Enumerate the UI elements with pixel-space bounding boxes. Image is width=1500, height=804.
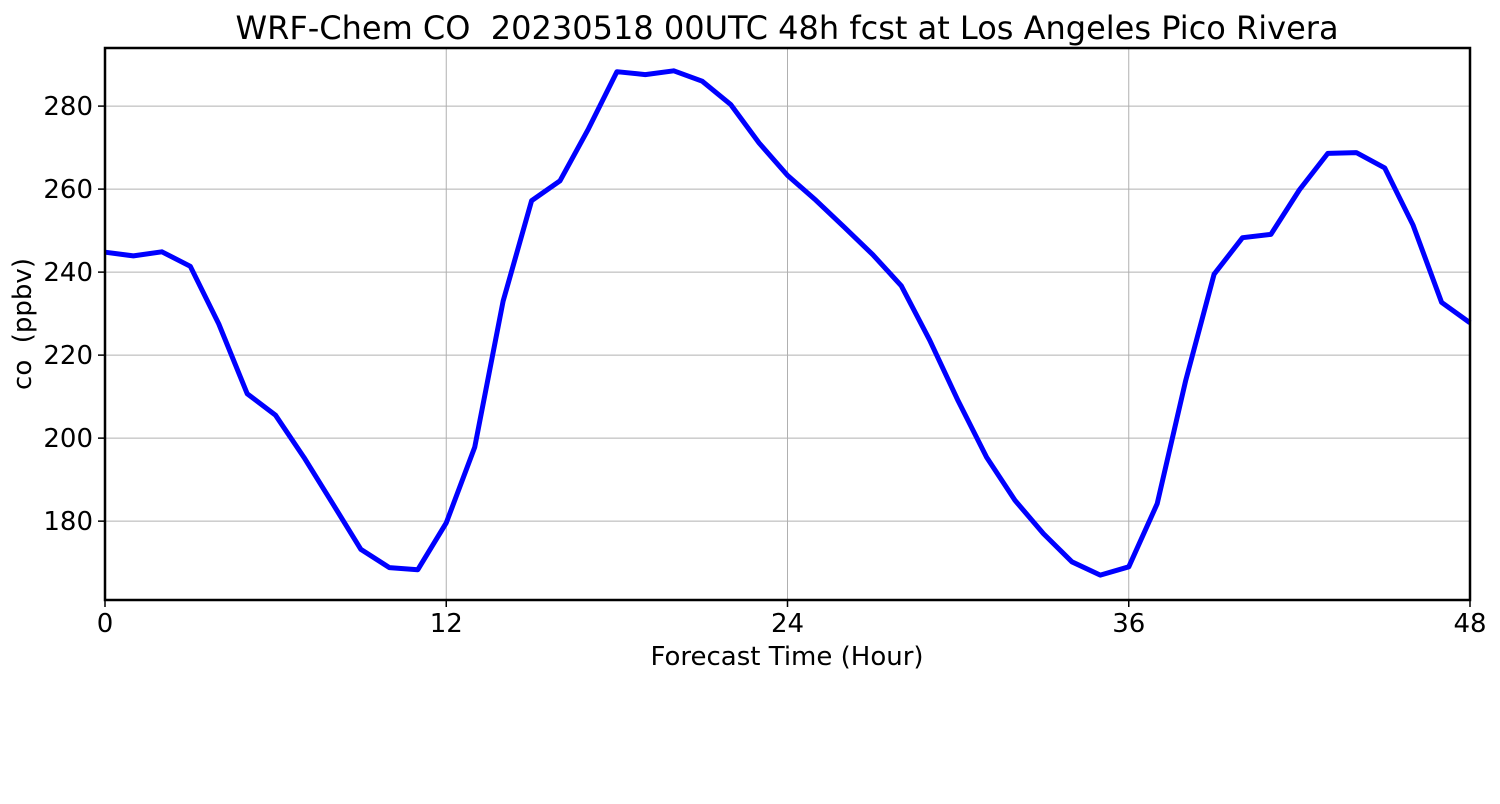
- y-tick-label: 180: [43, 507, 93, 537]
- y-axis-label: co (ppbv): [8, 258, 38, 390]
- grid: [104, 48, 1471, 600]
- x-axis-label: Forecast Time (Hour): [650, 642, 923, 672]
- y-tick-label: 260: [43, 175, 93, 205]
- y-tick-label: 240: [43, 258, 93, 288]
- x-tick-label: 48: [1453, 609, 1486, 639]
- axis-ticks: 0 12 24 36 48 180 200 220 240 260 280: [43, 92, 1486, 639]
- x-tick-label: 0: [97, 609, 114, 639]
- series-line: [104, 68, 1472, 578]
- x-tick-label: 12: [430, 609, 463, 639]
- y-tick-label: 220: [43, 341, 93, 371]
- x-tick-label: 36: [1112, 609, 1145, 639]
- y-tick-label: 280: [43, 92, 93, 122]
- y-tick-label: 200: [43, 424, 93, 454]
- chart-title: WRF-Chem CO 20230518 00UTC 48h fcst at L…: [235, 9, 1338, 47]
- series-layer: [104, 68, 1472, 578]
- x-tick-label: 24: [771, 609, 804, 639]
